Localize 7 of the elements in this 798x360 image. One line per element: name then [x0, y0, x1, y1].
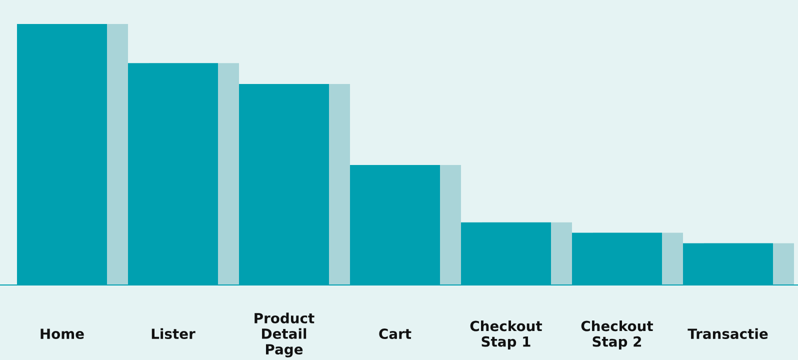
x-tick-label: Transactie	[688, 328, 768, 340]
x-tick-label: Home	[40, 328, 84, 340]
x-tick-label: Checkout Stap 1	[470, 320, 542, 350]
x-tick-label: Cart	[379, 328, 412, 340]
x-tick-label: Checkout Stap 2	[581, 320, 654, 350]
x-tick-label: Lister	[152, 328, 196, 340]
x-tick-label: Product Detail Page	[254, 312, 314, 358]
